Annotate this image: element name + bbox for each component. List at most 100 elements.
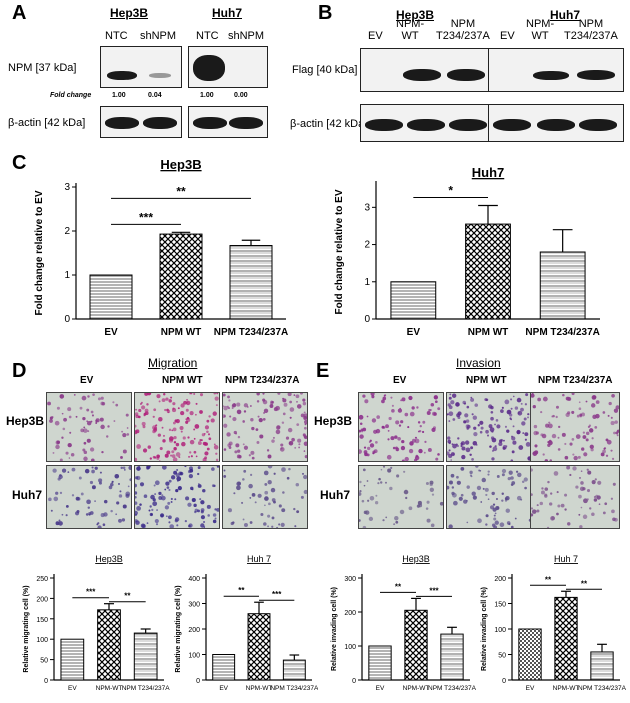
cell-dot: [578, 401, 581, 404]
cell-dot: [200, 500, 205, 505]
cell-dot: [120, 456, 123, 459]
cell-dot: [359, 489, 362, 493]
cell-dot: [495, 497, 498, 500]
cell-dot: [401, 439, 405, 444]
cell-dot: [170, 396, 173, 399]
cell-dot: [83, 441, 87, 445]
cell-dot: [520, 407, 524, 412]
cell-dot: [76, 509, 80, 513]
cell-dot: [50, 509, 53, 512]
cell-dot: [590, 448, 594, 452]
cell-dot: [456, 413, 461, 418]
cell-dot: [191, 488, 194, 491]
cell-dot: [465, 447, 471, 453]
micrograph-tile: [358, 465, 444, 529]
cell-dot: [374, 501, 379, 505]
cell-dot: [162, 439, 166, 443]
cell-dot: [480, 426, 484, 430]
cell-dot: [422, 420, 426, 424]
cell-dot: [135, 501, 138, 505]
cell-dot: [472, 440, 478, 446]
cell-dot: [299, 393, 303, 395]
cell-dot: [135, 408, 138, 411]
cell-dot: [214, 396, 219, 401]
cell-dot: [149, 466, 151, 467]
cell-dot: [199, 393, 204, 397]
cell-dot: [524, 432, 529, 437]
cell-dot: [256, 393, 260, 396]
cell-dot: [96, 523, 99, 526]
cell-dot: [447, 439, 452, 444]
cell-dot: [542, 396, 548, 402]
cell-dot: [111, 481, 114, 484]
y-tick-label: 200: [36, 596, 48, 603]
cell-dot: [61, 436, 64, 439]
cell-dot: [494, 512, 497, 515]
cell-dot: [366, 446, 371, 451]
cell-dot: [359, 492, 362, 496]
cell-dot: [474, 403, 479, 407]
cell-dot: [125, 413, 129, 417]
cell-dot: [505, 508, 510, 513]
cell-dot: [572, 466, 577, 471]
cell-dot: [575, 434, 581, 439]
cell-dot: [496, 475, 500, 478]
cell-dot: [215, 452, 218, 455]
cell-dot: [226, 432, 231, 437]
cell-dot: [569, 473, 572, 477]
cell-dot: [394, 435, 398, 439]
cell-dot: [303, 474, 307, 480]
cell-dot: [61, 468, 67, 473]
cell-dot: [566, 466, 571, 470]
cell-dot: [463, 402, 467, 405]
cell-dot: [170, 497, 173, 501]
cell-dot: [531, 513, 534, 517]
cell-dot: [288, 441, 294, 446]
cell-dot: [282, 491, 285, 494]
cell-dot: [233, 492, 236, 495]
band: [447, 69, 485, 81]
cell-dot: [257, 415, 260, 418]
cell-dot: [359, 519, 361, 522]
cell-dot: [173, 447, 177, 451]
cell-dot: [269, 404, 274, 408]
y-tick-label: 100: [188, 653, 200, 660]
cell-dot: [398, 424, 402, 427]
cell-dot: [430, 523, 435, 528]
cell-dot: [439, 501, 443, 506]
band: [229, 117, 263, 129]
cell-dot: [434, 400, 438, 404]
cell-dot: [135, 495, 137, 499]
cell-dot: [213, 443, 216, 446]
cell-dot: [107, 425, 110, 428]
cell-dot: [144, 393, 149, 396]
cell-dot: [571, 410, 575, 414]
cell-dot: [515, 470, 519, 473]
cell-dot: [449, 393, 452, 396]
cell-dot: [168, 488, 171, 492]
cell-dot: [364, 399, 369, 404]
cell-dot: [213, 393, 217, 395]
cell-dot: [362, 525, 367, 528]
cell-dot: [400, 445, 406, 451]
cell-dot: [381, 399, 385, 404]
cell-dot: [142, 425, 146, 429]
cell-dot: [460, 441, 466, 446]
band: [579, 119, 617, 131]
cell-dot: [193, 450, 197, 454]
cell-dot: [237, 481, 241, 486]
cell-dot: [452, 418, 456, 421]
cell-dot: [403, 470, 406, 473]
cell-dot: [271, 439, 275, 443]
cell-dot: [531, 468, 533, 472]
cell-dot: [470, 446, 474, 450]
cell-dot: [189, 451, 192, 454]
cell-dot: [610, 416, 613, 419]
cell-dot: [400, 420, 404, 424]
cell-dot: [610, 449, 613, 452]
y-tick-label: 150: [494, 602, 506, 609]
cell-dot: [304, 423, 307, 426]
cell-dot: [170, 454, 173, 457]
cell-dot: [203, 520, 206, 524]
cell-dot: [397, 408, 403, 413]
